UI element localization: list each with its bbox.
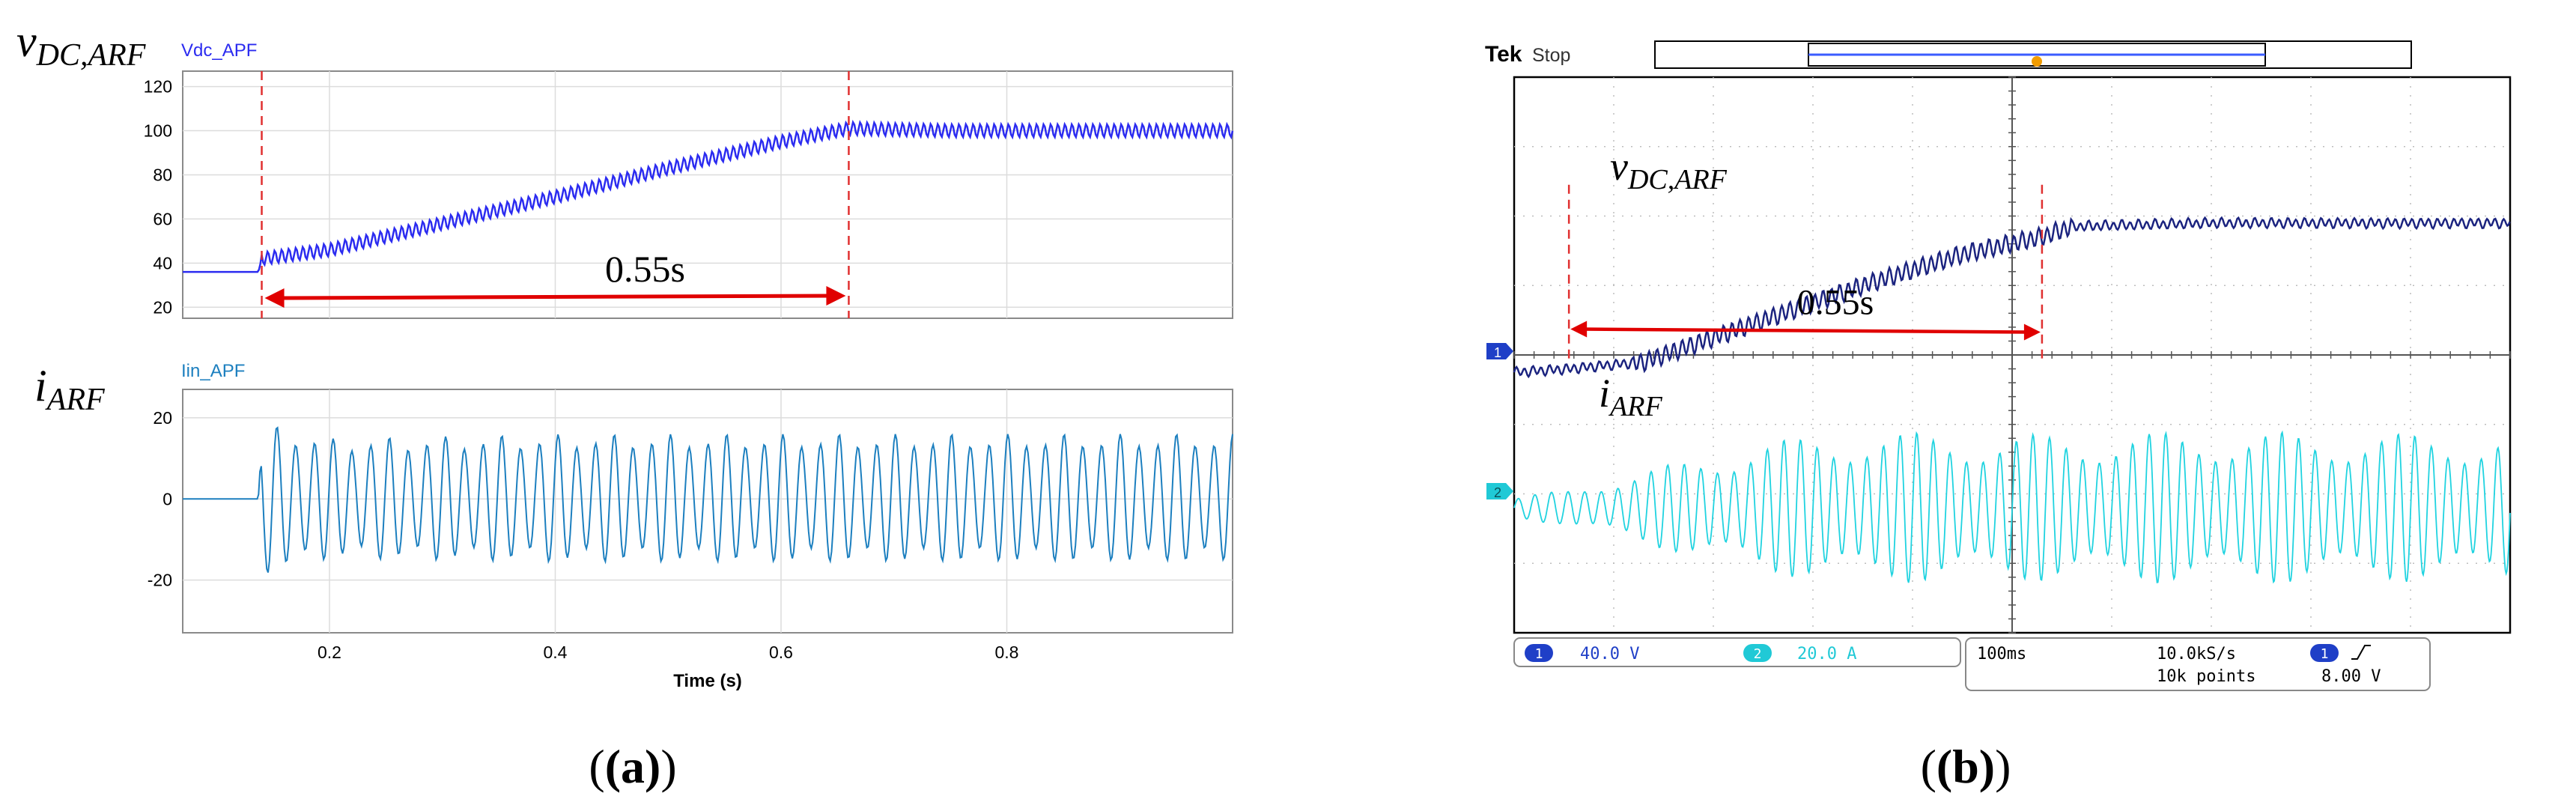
trigger-channel: 1 xyxy=(2321,646,2329,662)
y-tick-label: -20 xyxy=(148,571,172,590)
ch1-badge-label: 1 xyxy=(1535,646,1543,662)
x-tick-label: 0.8 xyxy=(995,643,1019,662)
vdc-time-markers xyxy=(261,71,850,318)
svg-text:2: 2 xyxy=(1494,485,1501,500)
x-tick-label: 0.2 xyxy=(318,643,341,662)
vdc-y-ticks: 20 40 60 80 100 120 xyxy=(144,77,172,318)
x-axis-label: Time (s) xyxy=(673,671,742,691)
scope-readout: 1 40.0 V 2 20.0 A 100ms 10.0kS/s 10k poi… xyxy=(1513,637,2431,691)
span-arrow xyxy=(1582,327,2029,334)
y-tick-label: 100 xyxy=(144,121,172,141)
x-tick-label: 0.6 xyxy=(769,643,793,662)
arrow-head-right xyxy=(826,286,846,306)
vdc-grid xyxy=(183,71,1233,318)
trigger-channel-badge xyxy=(2310,644,2339,662)
scope-brand: Tek xyxy=(1485,42,1522,67)
vdc-plot: 20 40 60 80 100 120 0.55s xyxy=(144,70,1234,319)
channel-scale-box xyxy=(1513,637,1961,667)
y-tick-label: 80 xyxy=(153,165,172,184)
trigger-level: 8.00 V xyxy=(2321,667,2381,686)
iin-x-ticks: 0.2 0.4 0.6 0.8 xyxy=(318,643,1019,662)
ch2-badge xyxy=(1743,644,1772,662)
y-tick-label: 120 xyxy=(144,77,172,97)
y-tick-label: 20 xyxy=(153,408,172,428)
timebase: 100ms xyxy=(1977,645,2026,663)
panel-a-label: ((a)) xyxy=(589,740,676,793)
iarf-annotation: iARF xyxy=(34,361,105,417)
panel-b-label: ((b)) xyxy=(1921,740,2011,793)
svg-text:1: 1 xyxy=(1494,345,1501,360)
vdc-plot-frame xyxy=(182,70,1233,319)
vdc-series-label: Vdc_APF xyxy=(181,40,257,61)
ch1-badge xyxy=(1525,644,1553,662)
arrow-head-right xyxy=(2023,324,2041,341)
sample-rate: 10.0kS/s xyxy=(2157,645,2236,663)
arrow-head-left xyxy=(1570,321,1588,338)
iin-y-ticks: -20 0 20 xyxy=(148,408,172,590)
ch1-scale: 40.0 V xyxy=(1580,645,1639,663)
panel-a: vDC,ARF Vdc_APF iARF Iin_APF 20 40 60 80 100… xyxy=(16,16,1234,793)
iin-grid xyxy=(183,389,1233,633)
scope-vdc-annotation: vDC,ARF xyxy=(1610,144,1728,195)
record-length: 10k points xyxy=(2157,667,2255,686)
vdc-series-line xyxy=(183,119,1234,273)
span-arrow xyxy=(279,294,831,300)
ch2-ground-marker: 2 xyxy=(1486,483,1513,500)
ch2-scale: 20.0 A xyxy=(1797,645,1856,663)
ch1-ground-marker: 1 xyxy=(1486,343,1513,360)
vdc-span-label: 0.55s xyxy=(605,248,685,290)
scope-time-markers xyxy=(1567,184,2044,359)
ch2-badge-label: 2 xyxy=(1754,646,1762,662)
iin-plot: -20 0 20 0.2 0.4 0.6 0.8 Time (s) xyxy=(148,389,1233,691)
panel-b: Tek Stop 1 2 0.55s vDC,ARF iARF 1 40.0 V xyxy=(1485,40,2512,793)
scope-run-state: Stop xyxy=(1532,45,1570,66)
vdc-annotation: vDC,ARF xyxy=(16,16,146,73)
scope-iarf-annotation: iARF xyxy=(1599,371,1662,422)
iin-series-label: Iin_APF xyxy=(181,361,245,381)
iin-series-line xyxy=(183,426,1233,573)
trigger-position-icon xyxy=(2032,56,2042,67)
scope-span-label: 0.55s xyxy=(1797,283,1874,323)
y-tick-label: 60 xyxy=(153,209,172,228)
ch1-vdc-trace xyxy=(1513,216,2511,379)
y-tick-label: 20 xyxy=(153,297,172,317)
arrow-head-left xyxy=(264,288,285,308)
iin-plot-frame xyxy=(182,389,1233,634)
y-tick-label: 40 xyxy=(153,253,172,273)
y-tick-label: 0 xyxy=(162,489,172,508)
x-tick-label: 0.4 xyxy=(543,643,567,662)
rising-edge-icon xyxy=(2351,645,2371,660)
ch2-iarf-trace xyxy=(1513,430,2511,584)
